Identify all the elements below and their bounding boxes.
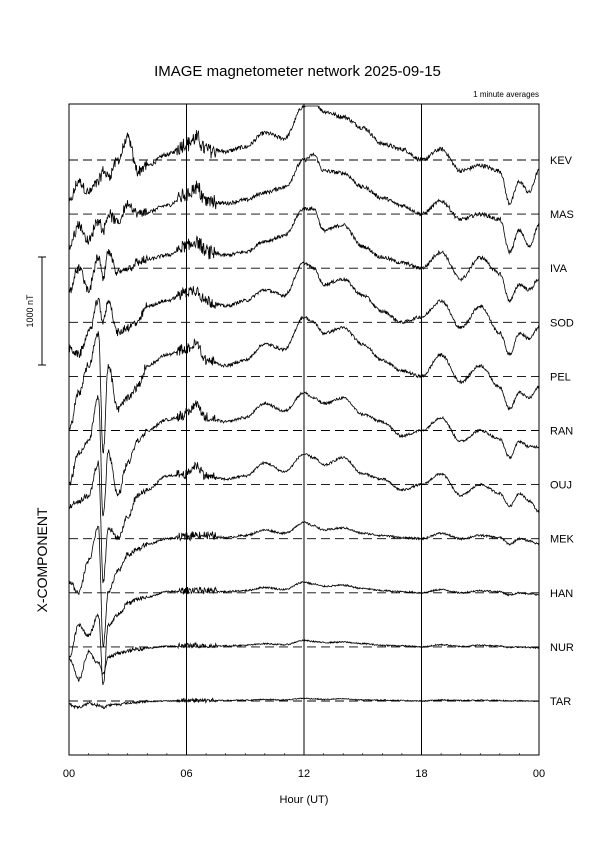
- trace-mek: [68, 520, 540, 647]
- trace-sod: [69, 260, 540, 358]
- trace-han: [68, 581, 539, 686]
- trace-iva: [68, 205, 540, 304]
- station-label-nur: NUR: [550, 642, 574, 654]
- station-label-kev: KEV: [550, 155, 573, 167]
- chart-title: IMAGE magnetometer network 2025-09-15: [154, 63, 441, 80]
- station-label-mek: MEK: [550, 534, 575, 546]
- station-label-mas: MAS: [550, 209, 574, 221]
- trace-ran: [68, 391, 540, 517]
- x-tick-label: 00: [63, 768, 75, 780]
- x-tick-label: 12: [298, 768, 310, 780]
- station-label-han: HAN: [550, 588, 573, 600]
- station-label-iva: IVA: [550, 263, 568, 275]
- x-tick-label: 00: [533, 768, 545, 780]
- trace-nur: [68, 638, 540, 682]
- x-tick-label: 18: [415, 768, 427, 780]
- chart-subtitle: 1 minute averages: [473, 90, 539, 99]
- station-label-sod: SOD: [550, 317, 574, 329]
- trace-ouj: [68, 453, 540, 584]
- trace-tar: [68, 697, 540, 710]
- station-label-pel: PEL: [550, 371, 571, 383]
- trace-pel: [68, 315, 540, 454]
- trace-mas: [68, 152, 540, 255]
- trace-kev: [68, 104, 540, 206]
- x-axis-label: Hour (UT): [279, 794, 329, 806]
- x-tick-label: 06: [180, 768, 192, 780]
- station-label-tar: TAR: [550, 696, 571, 708]
- station-label-ran: RAN: [550, 426, 573, 438]
- station-label-ouj: OUJ: [550, 480, 572, 492]
